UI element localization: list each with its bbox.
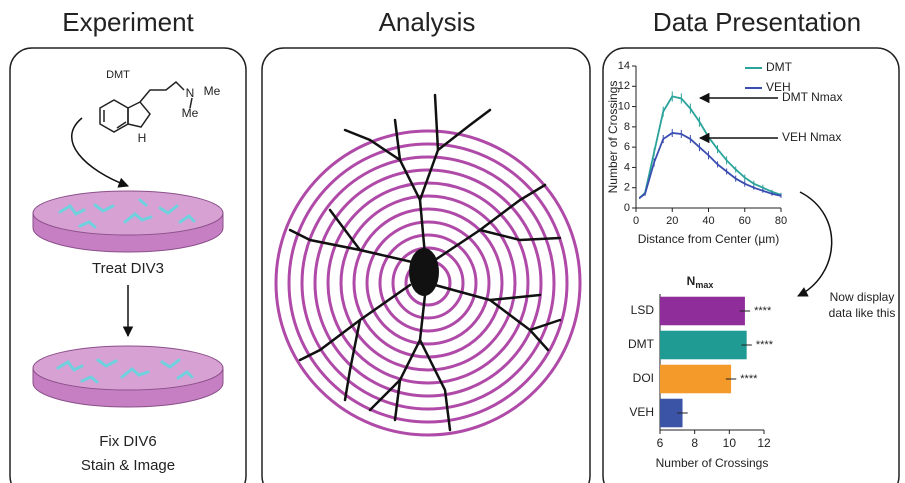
panel-title: Analysis (379, 7, 476, 37)
title-main: N (687, 274, 696, 288)
y-tick-label: 0 (624, 202, 630, 214)
x-tick-label: 6 (657, 436, 664, 450)
y-tick-label: 6 (624, 141, 630, 153)
y-tick-label: 14 (618, 60, 630, 72)
arrow (798, 192, 832, 296)
x-axis-label: Number of Crossings (656, 456, 769, 470)
bar (660, 297, 745, 326)
y-tick-label: 4 (624, 161, 630, 173)
step-label: Stain & Image (81, 457, 175, 474)
x-tick-label: 20 (666, 215, 678, 227)
step-label: Treat DIV3 (92, 260, 164, 277)
step-label: Fix DIV6 (99, 433, 157, 450)
chart-title: Nmax (687, 274, 714, 290)
soma (409, 248, 439, 296)
x-tick-label: 8 (691, 436, 698, 450)
x-tick-label: 60 (739, 215, 751, 227)
y-tick-label: VEH (629, 405, 654, 419)
x-axis-label: Distance from Center (µm) (638, 232, 780, 246)
atom-label: N (186, 86, 195, 100)
legend-label: DMT (766, 60, 793, 74)
molecule-label: DMT (106, 69, 130, 81)
y-tick-label: 2 (624, 182, 630, 194)
y-tick-label: 8 (624, 121, 630, 133)
atom-label: Me (182, 106, 199, 120)
petri-dish (33, 346, 223, 407)
x-tick-label: 10 (723, 436, 737, 450)
note: Now display (830, 290, 895, 304)
panel-title: Experiment (62, 7, 194, 37)
note: data like this (829, 306, 896, 320)
series-line (640, 133, 781, 198)
petri-dish (33, 191, 223, 252)
molecule (100, 82, 192, 132)
significance-label: **** (756, 339, 774, 351)
figure: Experiment Analysis Data Presentation DM… (0, 0, 905, 483)
significance-label: **** (754, 305, 772, 317)
y-tick-label: DOI (633, 371, 654, 385)
annotation: DMT Nmax (782, 90, 842, 104)
y-tick-label: LSD (631, 303, 655, 317)
atom-label: H (138, 131, 147, 145)
significance-label: **** (740, 373, 758, 385)
title-sub: max (695, 280, 713, 290)
x-tick-label: 80 (775, 215, 787, 227)
y-tick-label: DMT (628, 337, 655, 351)
x-tick-label: 0 (633, 215, 639, 227)
bar (660, 331, 747, 360)
x-tick-label: 12 (757, 436, 771, 450)
panel-title: Data Presentation (653, 7, 861, 37)
x-tick-label: 40 (702, 215, 714, 227)
y-axis-label: Number of Crossings (606, 81, 620, 194)
bar (660, 365, 731, 394)
annotation: VEH Nmax (782, 130, 841, 144)
atom-label: Me (204, 84, 221, 98)
